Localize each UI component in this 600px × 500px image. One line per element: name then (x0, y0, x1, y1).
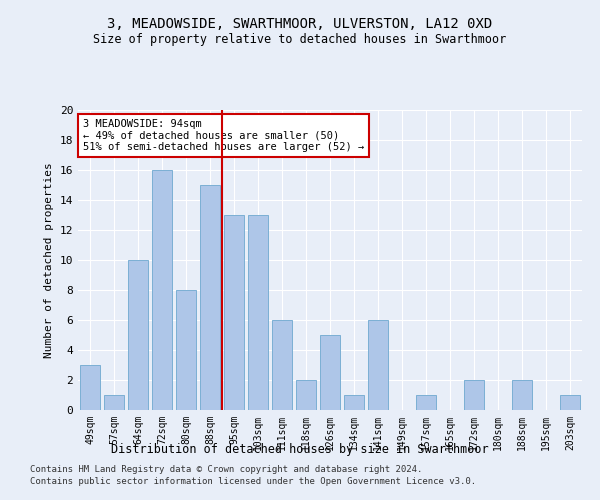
Text: Contains public sector information licensed under the Open Government Licence v3: Contains public sector information licen… (30, 477, 476, 486)
Bar (416, 395, 436, 410)
Bar (320, 335, 340, 410)
Bar (176, 290, 196, 410)
Text: Contains HM Land Registry data © Crown copyright and database right 2024.: Contains HM Land Registry data © Crown c… (30, 466, 422, 474)
Bar (272, 320, 292, 410)
Text: 3, MEADOWSIDE, SWARTHMOOR, ULVERSTON, LA12 0XD: 3, MEADOWSIDE, SWARTHMOOR, ULVERSTON, LA… (107, 18, 493, 32)
Bar (128, 260, 148, 410)
Bar (368, 320, 388, 410)
Bar (80, 365, 100, 410)
Bar (152, 170, 172, 410)
Y-axis label: Number of detached properties: Number of detached properties (44, 162, 54, 358)
Text: Distribution of detached houses by size in Swarthmoor: Distribution of detached houses by size … (111, 442, 489, 456)
Bar (104, 395, 124, 410)
Bar (224, 215, 244, 410)
Bar (248, 215, 268, 410)
Bar (560, 395, 580, 410)
Bar (464, 380, 484, 410)
Text: 3 MEADOWSIDE: 94sqm
← 49% of detached houses are smaller (50)
51% of semi-detach: 3 MEADOWSIDE: 94sqm ← 49% of detached ho… (83, 119, 364, 152)
Bar (200, 185, 220, 410)
Bar (512, 380, 532, 410)
Text: Size of property relative to detached houses in Swarthmoor: Size of property relative to detached ho… (94, 32, 506, 46)
Bar (296, 380, 316, 410)
Bar (344, 395, 364, 410)
